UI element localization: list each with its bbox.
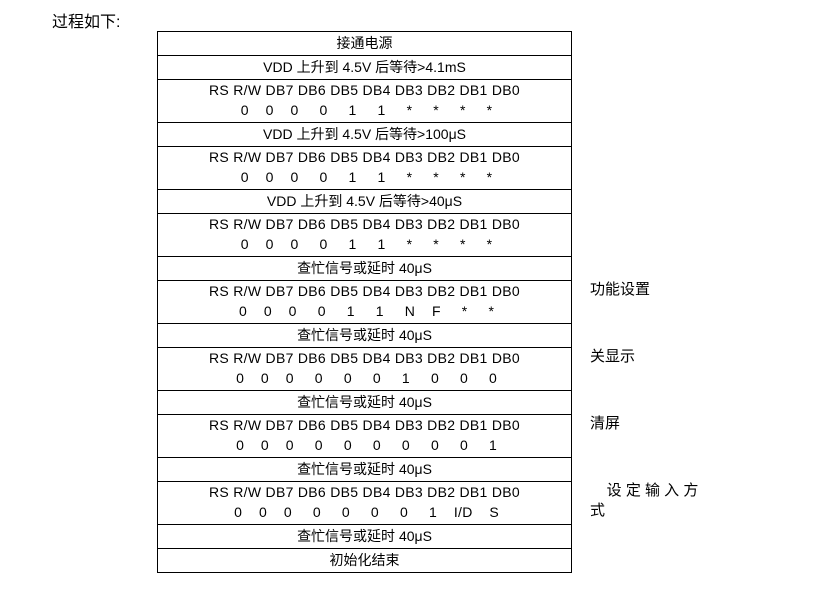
bits-box: RS R/W DB7 DB6 DB5 DB4 DB3 DB2 DB1 DB0 0… — [157, 213, 572, 257]
bit-header-row: RS R/W DB7 DB6 DB5 DB4 DB3 DB2 DB1 DB0 — [158, 147, 571, 167]
bit-header-row: RS R/W DB7 DB6 DB5 DB4 DB3 DB2 DB1 DB0 — [158, 348, 571, 368]
side-note: 关显示 — [590, 347, 635, 367]
bit-values-row: 0 0 0 0 1 1 * * * * — [158, 167, 571, 187]
step-box: VDD 上升到 4.5V 后等待>100μS — [157, 122, 572, 147]
bit-values-row: 0 0 0 0 0 0 1 0 0 0 — [158, 368, 571, 388]
step-box: VDD 上升到 4.5V 后等待>40μS — [157, 189, 572, 214]
page-title: 过程如下: — [52, 8, 120, 32]
bit-header-row: RS R/W DB7 DB6 DB5 DB4 DB3 DB2 DB1 DB0 — [158, 80, 571, 100]
bits-box: RS R/W DB7 DB6 DB5 DB4 DB3 DB2 DB1 DB0 0… — [157, 481, 572, 525]
bits-box: RS R/W DB7 DB6 DB5 DB4 DB3 DB2 DB1 DB0 0… — [157, 414, 572, 458]
side-note: 功能设置 — [590, 280, 650, 300]
bits-box: RS R/W DB7 DB6 DB5 DB4 DB3 DB2 DB1 DB0 0… — [157, 347, 572, 391]
page: 过程如下: 接通电源VDD 上升到 4.5V 后等待>4.1mSRS R/W D… — [0, 0, 819, 589]
bits-box: RS R/W DB7 DB6 DB5 DB4 DB3 DB2 DB1 DB0 0… — [157, 79, 572, 123]
bit-values-row: 0 0 0 0 0 0 0 1 I/D S — [158, 502, 571, 522]
step-box: 查忙信号或延时 40μS — [157, 457, 572, 482]
step-box: VDD 上升到 4.5V 后等待>4.1mS — [157, 55, 572, 80]
step-box: 查忙信号或延时 40μS — [157, 256, 572, 281]
bit-header-row: RS R/W DB7 DB6 DB5 DB4 DB3 DB2 DB1 DB0 — [158, 281, 571, 301]
step-box: 初始化结束 — [157, 548, 572, 573]
bit-values-row: 0 0 0 0 1 1 N F * * — [158, 301, 571, 321]
bit-values-row: 0 0 0 0 0 0 0 0 0 1 — [158, 435, 571, 455]
side-note: 清屏 — [590, 414, 620, 434]
step-box: 查忙信号或延时 40μS — [157, 390, 572, 415]
bit-header-row: RS R/W DB7 DB6 DB5 DB4 DB3 DB2 DB1 DB0 — [158, 214, 571, 234]
flow-stack: 接通电源VDD 上升到 4.5V 后等待>4.1mSRS R/W DB7 DB6… — [157, 32, 572, 573]
bit-values-row: 0 0 0 0 1 1 * * * * — [158, 100, 571, 120]
bit-header-row: RS R/W DB7 DB6 DB5 DB4 DB3 DB2 DB1 DB0 — [158, 482, 571, 502]
step-box: 查忙信号或延时 40μS — [157, 524, 572, 549]
bits-box: RS R/W DB7 DB6 DB5 DB4 DB3 DB2 DB1 DB0 0… — [157, 146, 572, 190]
bit-values-row: 0 0 0 0 1 1 * * * * — [158, 234, 571, 254]
step-box: 查忙信号或延时 40μS — [157, 323, 572, 348]
bit-header-row: RS R/W DB7 DB6 DB5 DB4 DB3 DB2 DB1 DB0 — [158, 415, 571, 435]
side-note: 设 定 输 入 方 式 — [590, 481, 698, 521]
bits-box: RS R/W DB7 DB6 DB5 DB4 DB3 DB2 DB1 DB0 0… — [157, 280, 572, 324]
step-box: 接通电源 — [157, 31, 572, 56]
